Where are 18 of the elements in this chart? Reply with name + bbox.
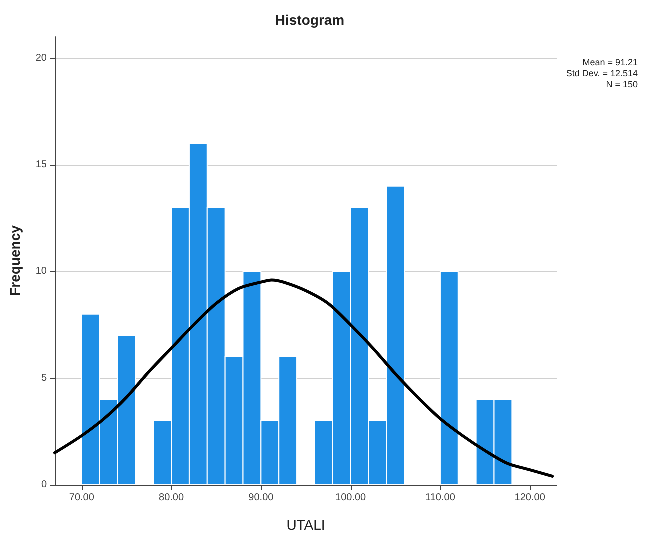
text: N = 150	[606, 80, 638, 90]
x-tick-label: 70.00	[69, 492, 95, 504]
y-tick-label: 15	[36, 160, 48, 170]
line-series	[54, 278, 554, 478]
x-tick-label: 90.00	[248, 492, 274, 504]
text: Mean = 91.21	[582, 58, 638, 68]
y-tick-label: 20	[36, 52, 48, 64]
text: Std Dev. = 12.514	[566, 68, 638, 78]
chart-title: Histogram	[275, 12, 345, 28]
x-tick-label: 110.00	[426, 492, 456, 504]
x-tick-label: 120.00	[514, 492, 546, 504]
y-tick-label: 10	[36, 266, 48, 278]
y-tick-label: 0	[41, 480, 48, 490]
y-axis-title: Frequency	[7, 225, 23, 296]
x-tick-label: 100.00	[336, 492, 367, 504]
x-axis-title: UTALI	[286, 517, 326, 533]
x-tick-label: 80.00	[159, 492, 184, 504]
y-tick-label: 5	[41, 372, 48, 384]
